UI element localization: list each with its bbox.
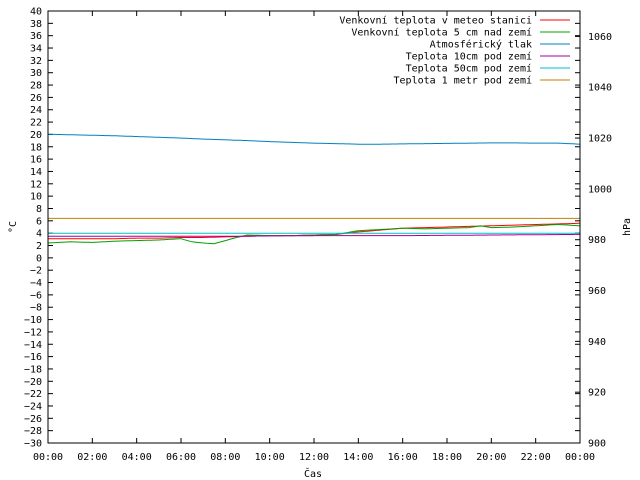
x-tick-label: 10:00 — [255, 452, 285, 463]
x-tick-label: 00:00 — [33, 452, 63, 463]
y-tick-label: −6 — [30, 290, 42, 301]
series-line-2 — [47, 223, 581, 245]
y-axis-right: 900 920 940 960 980 1000 1020 1040 1060 — [575, 32, 612, 450]
legend-label: Teplota 1 metr pod zemí — [394, 75, 532, 87]
y-tick-label: −26 — [24, 414, 42, 425]
x-tick-label: 12:00 — [299, 452, 329, 463]
legend-label: Venkovní teplota v meteo stanici — [339, 15, 532, 27]
x-tick-label: 04:00 — [122, 452, 152, 463]
y-tick-label: 8 — [36, 204, 42, 215]
y-tick-label: 36 — [30, 31, 42, 42]
y-tick-label: 0 — [36, 253, 42, 264]
y-tick-label: 18 — [30, 142, 42, 153]
y-tick-label: −4 — [30, 278, 42, 289]
x-tick-label: 18:00 — [432, 452, 462, 463]
y2-tick-label: 1040 — [588, 83, 612, 94]
y-tick-label: 30 — [30, 68, 42, 79]
y-tick-label: −20 — [24, 377, 42, 388]
y-tick-label: 34 — [30, 44, 42, 55]
y-tick-label: 22 — [30, 118, 42, 129]
y-tick-label: 28 — [30, 81, 42, 92]
y2-tick-label: 940 — [588, 337, 606, 348]
x-tick-label: 22:00 — [521, 452, 551, 463]
y2-tick-label: 900 — [588, 439, 606, 450]
y-tick-label: 12 — [30, 179, 42, 190]
legend-label: Venkovní teplota 5 cm nad zemí — [351, 27, 532, 39]
x-tick-label: 08:00 — [210, 452, 240, 463]
y-tick-label: 6 — [36, 216, 42, 227]
y-tick-label: −30 — [24, 439, 42, 450]
x-tick-label: 06:00 — [166, 452, 196, 463]
y-tick-label: 2 — [36, 241, 42, 252]
x-tick-label: 00:00 — [565, 452, 595, 463]
series-line-4 — [48, 233, 580, 237]
y-tick-label: 32 — [30, 56, 42, 67]
x-axis: 00:00 02:00 04:00 06:00 08:00 10:00 12:00 14:00… — [33, 11, 595, 463]
legend-label: Atmosférický tlak — [430, 39, 532, 51]
y-tick-label: −2 — [30, 266, 42, 277]
y2-tick-label: 920 — [588, 388, 606, 399]
y-axis-left: −30−28−26−24−22−20−18−16−14−12−10−8−6−4−… — [24, 7, 580, 450]
y-tick-label: 10 — [30, 192, 42, 203]
y-tick-label: 4 — [36, 229, 42, 240]
y-tick-label: 40 — [30, 7, 42, 18]
y-tick-label: 20 — [30, 130, 42, 141]
y2-tick-label: 1020 — [588, 134, 612, 145]
y2-tick-label: 980 — [588, 235, 606, 246]
x-tick-label: 16:00 — [388, 452, 418, 463]
y-axis-label: °C — [8, 221, 19, 233]
y-tick-label: 24 — [30, 105, 42, 116]
y-tick-label: −8 — [30, 303, 42, 314]
y2-axis-label: hPa — [622, 218, 633, 236]
y-tick-label: −10 — [24, 315, 42, 326]
legend-label: Teplota 50cm pod zemí — [406, 63, 532, 75]
y-tick-label: −16 — [24, 352, 42, 363]
y2-tick-label: 960 — [588, 286, 606, 297]
y-tick-label: −14 — [24, 340, 42, 351]
y-tick-label: −18 — [24, 364, 42, 375]
legend: Venkovní teplota v meteo staniciVenkovní… — [339, 15, 570, 87]
x-tick-label: 02:00 — [77, 452, 107, 463]
legend-label: Teplota 10cm pod zemí — [406, 51, 532, 63]
series-lines — [47, 133, 581, 245]
plot-frame — [47, 10, 581, 444]
y2-tick-label: 1060 — [588, 32, 612, 43]
y-tick-label: 16 — [30, 155, 42, 166]
series-line-3 — [47, 133, 581, 145]
y-tick-label: −24 — [24, 401, 42, 412]
y-tick-label: −22 — [24, 389, 42, 400]
y-tick-label: −12 — [24, 327, 42, 338]
y-tick-label: 26 — [30, 93, 42, 104]
y-tick-label: −28 — [24, 426, 42, 437]
y-tick-label: 14 — [30, 167, 42, 178]
x-tick-label: 14:00 — [343, 452, 373, 463]
x-tick-label: 20:00 — [476, 452, 506, 463]
y2-tick-label: 1000 — [588, 184, 612, 195]
y-tick-label: 38 — [30, 19, 42, 30]
x-axis-label: Čas — [304, 467, 322, 480]
